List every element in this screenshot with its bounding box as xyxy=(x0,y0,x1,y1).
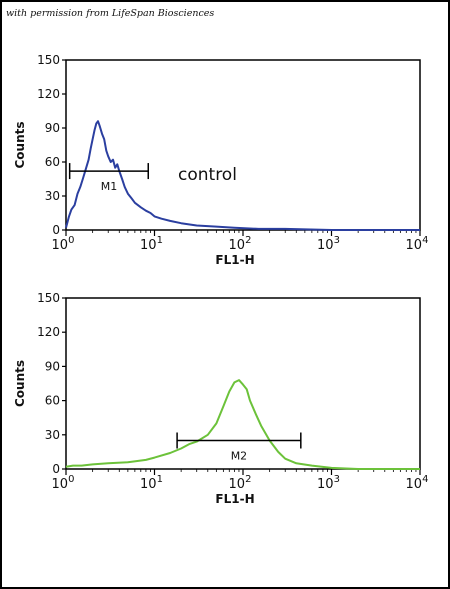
y-tick-label: 30 xyxy=(45,189,60,203)
plot-area xyxy=(65,59,421,231)
histogram-curve xyxy=(65,379,420,470)
annotation-text: control xyxy=(178,165,237,185)
x-tick-label: 103 xyxy=(317,235,340,253)
x-tick-label: 100 xyxy=(52,474,75,492)
x-tick-label: 103 xyxy=(317,474,340,492)
histogram-panel-1: 0 30 60 90 120 150 100 101 102 103 104 FL1-H Counts M… xyxy=(13,53,428,267)
y-tick-label: 120 xyxy=(37,87,60,101)
x-tick-label: 101 xyxy=(140,235,163,253)
y-tick-label: 150 xyxy=(37,291,60,305)
gate-label: M2 xyxy=(231,450,248,463)
y-tick-label: 60 xyxy=(45,155,60,169)
y-tick-label: 0 xyxy=(52,462,60,476)
histogram-panel-2: 0 30 60 90 120 150 100 101 102 103 104 FL1-H Counts M… xyxy=(13,291,428,506)
y-tick-label: 30 xyxy=(45,428,60,442)
x-tick-label: 101 xyxy=(140,474,163,492)
x-tick-label: 100 xyxy=(52,235,75,253)
x-tick-label: 102 xyxy=(229,474,252,492)
histogram-curve xyxy=(65,120,420,231)
x-tick-label: 102 xyxy=(229,235,252,253)
x-axis-label: FL1-H xyxy=(215,253,254,267)
y-tick-label: 120 xyxy=(37,325,60,339)
x-axis-label: FL1-H xyxy=(215,492,254,506)
x-tick-label: 104 xyxy=(406,474,429,492)
x-tick-label: 104 xyxy=(406,235,429,253)
y-tick-label: 90 xyxy=(45,359,60,373)
y-axis-label: Counts xyxy=(13,121,27,168)
y-tick-label: 60 xyxy=(45,394,60,408)
gate-label: M1 xyxy=(101,180,118,193)
y-axis-label: Counts xyxy=(13,360,27,407)
y-tick-label: 150 xyxy=(37,53,60,67)
credit-text: with permission from LifeSpan Bioscience… xyxy=(6,8,215,19)
y-tick-label: 0 xyxy=(52,223,60,237)
y-tick-label: 90 xyxy=(45,121,60,135)
